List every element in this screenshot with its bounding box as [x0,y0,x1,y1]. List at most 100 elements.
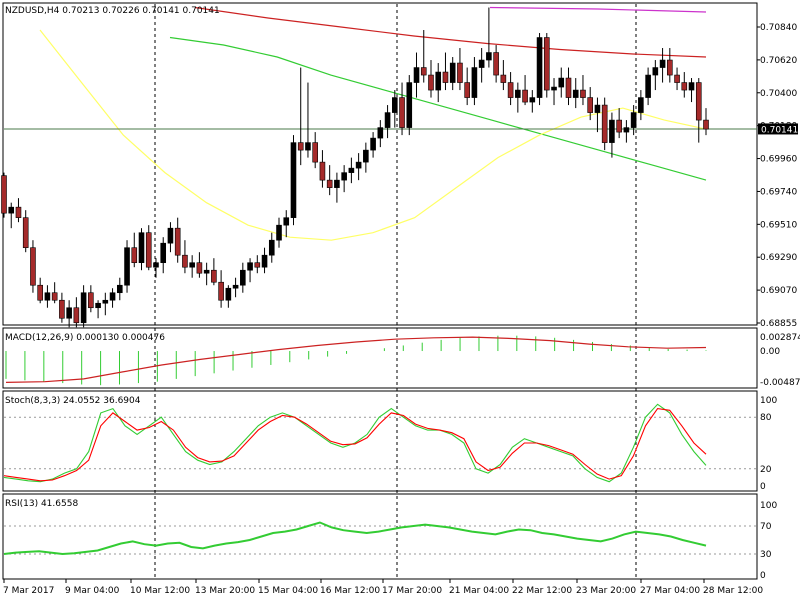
x-tick-label: 17 Mar 20:00 [382,586,442,596]
candle-body [326,179,333,188]
candle [370,132,376,158]
candle [478,48,485,83]
candle-body [109,292,116,301]
candle [211,258,217,286]
price-pane-title: NZDUSD,H4 0.70213 0.70226 0.70141 0.7014… [5,6,220,16]
candle-body [88,292,94,309]
candle-body [334,179,340,188]
candle-body [572,89,579,98]
candle [66,300,72,328]
candle [551,78,557,106]
candle [587,87,594,121]
candle [442,52,449,91]
candle [500,60,507,91]
x-tick-label: 16 Mar 12:00 [320,586,380,596]
candle [73,297,80,328]
macd-pane-frame [2,327,758,389]
candle [261,247,268,274]
candle [493,45,499,83]
candle-body [471,67,478,98]
candle-body [131,247,138,264]
candle-body [522,89,528,103]
candle-body [66,307,72,319]
candle-body [507,82,514,98]
candle [312,132,318,169]
candle [558,67,565,98]
rsi-series [3,521,757,556]
candle [319,150,326,188]
candle [435,63,442,103]
candle-body [609,119,615,143]
candle-body [341,172,347,181]
x-tick-label: 22 Mar 12:00 [512,586,572,596]
candle [196,252,203,278]
candle-body [565,77,572,98]
candle [449,57,456,91]
candle-body [543,37,550,91]
candle-body [536,37,543,98]
candle [8,202,15,229]
candle-body [59,299,65,319]
candle-body [297,142,304,151]
candle-body [413,67,420,83]
x-tick-label: 23 Mar 20:00 [576,586,636,596]
candle [630,105,637,136]
candle [247,258,253,283]
candle-body [211,269,217,283]
candle-body [515,89,521,98]
candle-body [681,82,688,91]
candle-body [435,71,442,91]
ma-slow-line [194,6,707,58]
candle-body [695,82,702,121]
price-tick-label: 0.69960 [760,155,797,165]
candle-body [312,142,318,163]
candle [681,72,688,98]
candle [145,225,152,271]
candle-body [102,299,109,304]
candle [88,285,94,313]
x-tick-label: 9 Mar 04:00 [65,586,120,596]
candle [268,232,275,263]
candle-body [652,67,659,76]
candle-body [182,254,188,268]
ma-fast-line [39,29,707,241]
candle-body [406,82,413,128]
candle [616,108,622,139]
rsi-tick-label: 30 [760,550,772,560]
price-tick-label: 0.69740 [760,187,797,197]
candle [355,153,362,181]
candle [703,108,709,136]
candle [167,222,174,253]
candle [290,135,297,226]
candle-body [261,254,268,268]
candle-body [457,62,463,83]
candle-body [30,247,36,286]
candle-body [551,86,557,91]
candle [652,60,659,91]
candle [529,90,536,113]
candle-body [196,262,203,274]
candle-body [116,284,123,294]
candle [674,67,680,91]
price-tick-label: 0.70400 [760,89,797,99]
candle-body [674,74,680,83]
candle [623,120,630,143]
stoch-tick-label: 80 [760,413,772,423]
candle-body [319,161,326,181]
candle-body [370,137,376,151]
candle [507,72,514,106]
price-tick-label: 0.70840 [760,23,797,33]
candle [51,282,58,304]
candle-body [638,97,644,113]
candle-body [529,97,536,103]
candles [1,7,709,328]
candle [457,48,463,91]
candle-body [486,52,492,61]
x-tick-label: 10 Mar 12:00 [130,586,190,596]
rsi-line [3,521,707,556]
candle [536,33,543,106]
candle-body [392,97,398,113]
candle [276,217,282,248]
rsi-pane-frame [2,493,758,580]
ma-top-line [489,6,707,13]
